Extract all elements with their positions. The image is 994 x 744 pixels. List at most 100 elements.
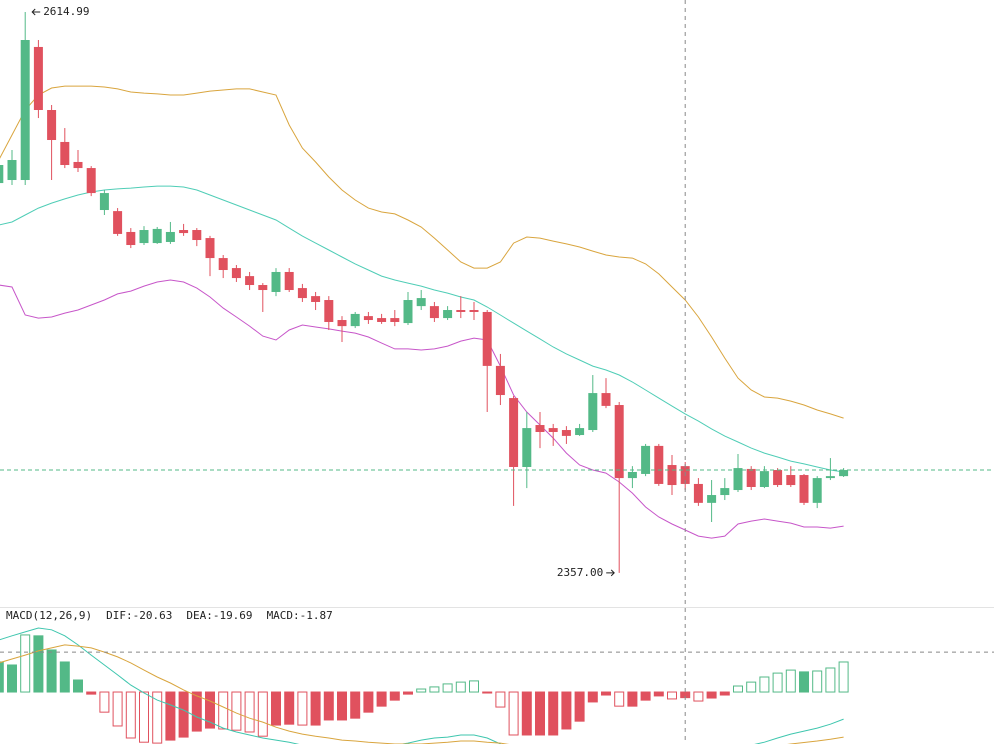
histogram-bar	[772, 672, 783, 693]
band-line	[0, 85, 844, 419]
histogram-bar	[284, 691, 295, 725]
candle-body	[707, 495, 717, 503]
candle-body	[799, 475, 809, 503]
indicator-value: DIF:-20.63	[106, 609, 172, 622]
macd-panel	[0, 627, 849, 744]
histogram-bar	[323, 691, 334, 721]
histogram-bar	[403, 691, 413, 695]
candle-body	[509, 398, 519, 467]
candle-body	[403, 300, 413, 324]
candle-body	[548, 428, 558, 432]
band-line	[0, 185, 844, 473]
candle-body	[337, 320, 347, 327]
candle-body	[350, 313, 360, 327]
histogram-bar	[0, 661, 4, 693]
histogram-bar	[310, 691, 321, 726]
candle-body	[825, 476, 835, 479]
candle-body	[73, 161, 83, 169]
low-label: 2357.00	[557, 566, 603, 579]
histogram-bar	[20, 634, 31, 693]
candle-body	[746, 468, 756, 487]
indicator-title: MACD(12,26,9)	[6, 609, 92, 622]
histogram-bar	[812, 670, 823, 693]
histogram-bar	[389, 691, 400, 701]
candle-body	[614, 405, 624, 479]
histogram-bar	[152, 691, 163, 744]
histogram-bar	[297, 691, 308, 726]
candle-body	[47, 110, 57, 141]
high-label: 2614.99	[43, 5, 89, 18]
candle-body	[179, 230, 189, 234]
candle-body	[33, 46, 43, 111]
histogram-bar	[205, 691, 215, 729]
macd-line	[0, 627, 844, 744]
candle-body	[720, 488, 730, 496]
histogram-bar	[271, 691, 281, 726]
candle-body	[377, 318, 387, 322]
histogram-bar	[746, 681, 757, 693]
histogram-bar	[99, 691, 110, 713]
candle-body	[324, 300, 334, 322]
candle-body	[495, 365, 505, 396]
candle-body	[601, 393, 611, 406]
candle-body	[311, 296, 321, 302]
candle-body	[522, 428, 532, 467]
histogram-bar	[719, 691, 730, 696]
band-line	[0, 279, 844, 539]
histogram-bar	[112, 691, 123, 727]
histogram-bar	[627, 691, 638, 707]
candle-body	[284, 271, 294, 291]
candle-body	[667, 465, 677, 486]
candle-body	[271, 271, 281, 292]
histogram-bar	[548, 691, 559, 736]
candle-body	[113, 211, 123, 234]
arrow-icon	[31, 8, 41, 16]
histogram-bar	[535, 691, 545, 736]
histogram-bar	[799, 671, 809, 693]
candle-body	[443, 310, 453, 319]
histogram-bar	[350, 691, 361, 719]
macd-line	[0, 644, 844, 744]
candle-body	[641, 445, 651, 474]
candle-body	[575, 428, 585, 436]
histogram-bar	[59, 661, 70, 693]
histogram-bar	[429, 686, 440, 693]
histogram-bar	[86, 691, 97, 695]
histogram-bar	[733, 685, 743, 693]
candle-body	[86, 168, 96, 194]
candle-body	[429, 306, 439, 319]
candle-body	[812, 478, 822, 503]
candle-body	[390, 318, 400, 322]
histogram-bar	[825, 667, 836, 693]
histogram-bar	[33, 635, 44, 693]
histogram-bar	[495, 691, 506, 708]
histogram-bar	[139, 691, 149, 743]
candle-body	[139, 230, 149, 244]
candle-body	[588, 393, 598, 431]
candle-body	[258, 285, 268, 291]
candle-body	[773, 470, 783, 486]
candle-body	[205, 238, 215, 259]
candle-body	[192, 230, 202, 241]
histogram-bar	[73, 679, 83, 693]
indicator-value: MACD:-1.87	[267, 609, 333, 622]
histogram-bar	[218, 691, 229, 730]
candle-body	[839, 470, 849, 477]
candle-body	[469, 310, 479, 312]
histogram-bar	[521, 691, 532, 736]
candle-body	[759, 471, 769, 487]
histogram-bar	[7, 664, 17, 693]
histogram-bar	[838, 661, 849, 693]
histogram-bar	[667, 691, 677, 700]
histogram-bar	[376, 691, 387, 707]
candle-body	[363, 316, 373, 321]
candle-body	[416, 298, 426, 307]
candle-body	[297, 288, 307, 299]
candle-body	[7, 160, 17, 181]
candle-body	[20, 40, 30, 181]
histogram-bar	[455, 681, 466, 693]
histogram-bar	[442, 683, 453, 693]
